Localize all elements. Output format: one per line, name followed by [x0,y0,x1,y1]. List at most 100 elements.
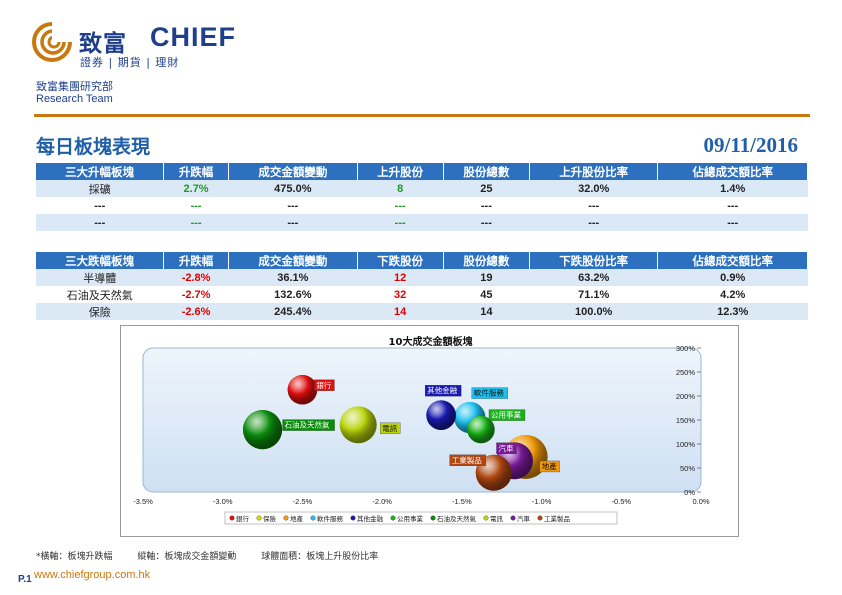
y-tick-label: 250% [676,368,696,377]
legend-item: 其他金融 [357,514,384,523]
sector-name: 保險 [36,303,164,320]
bubble-label-box [314,379,335,391]
table-row: --- --- --- --- --- --- --- [36,197,808,214]
sector-name: 石油及天然氣 [66,288,133,302]
bubble-shade [242,410,283,450]
turnover-change-cell: 475.0% [228,180,358,197]
rising-ratio-cell: --- [588,199,600,212]
spiral-logo-icon [32,22,72,62]
legend-swatch [390,515,396,521]
legend-swatch [430,515,436,521]
col-header: 佔總成交額比率 [657,163,808,180]
turnover-share-cell: --- [727,199,739,212]
col-header: 上升股份比率 [529,163,659,180]
total-stocks-cell: 19 [443,269,530,286]
footnote-y-axis: 縱軸：板塊成交金額變動 [137,552,237,562]
bubble-label-box [496,442,517,454]
falling-ratio-cell: 71.1% [578,288,610,301]
x-tick-label: -2.5% [293,497,313,506]
bubble-label-box [449,454,486,466]
top-losers-table: 三大跌幅板塊 升跌幅 成交金額變動 下跌股份 股份總數 下跌股份比率 佔總成交額… [36,252,808,320]
col-header: 三大跌幅板塊 [36,252,164,269]
bubble-label: 其他金融 [427,385,457,395]
legend-box [224,511,618,525]
change-cell: -2.8% [163,269,229,286]
rising-stocks-cell: 8 [357,180,444,197]
change-cell: --- [190,199,202,212]
bubble-shade [339,406,377,444]
change-cell: --- [163,214,229,231]
total-stocks-cell: 25 [443,180,530,197]
col-header: 股份總數 [443,163,530,180]
bubble-label-box [424,385,462,397]
chart-title: 10大成交金額板塊 [388,337,473,348]
y-tick-label: 200% [676,392,696,401]
total-stocks-cell: --- [480,199,492,212]
legend-item: 保險 [263,514,277,523]
legend-swatch [350,515,356,521]
x-tick-label: -1.0% [532,497,552,506]
falling-ratio-cell: 100.0% [529,303,658,320]
bubble-label: 工業製品 [452,455,482,465]
col-header: 升跌幅 [163,252,230,269]
legend-swatch [310,515,316,521]
legend-item: 軟件服務 [317,514,344,523]
bubble-label: 電訊 [382,423,397,433]
legend-swatch [483,515,489,521]
legend-item: 公用事業 [397,514,424,523]
rising-ratio-cell: 32.0% [529,180,658,197]
turnover-change-cell: 36.1% [228,269,358,286]
y-tick-label: 0% [684,488,695,497]
falling-stocks-cell: 12 [357,269,444,286]
bubble-label: 銀行 [316,380,331,390]
x-tick-label: -1.5% [452,497,472,506]
turnover-share-cell: 1.4% [657,180,808,197]
falling-ratio-cell: 63.2% [529,269,658,286]
table-row: 半導體 -2.8% 36.1% 12 19 63.2% 0.9% [36,269,808,286]
turnover-share-cell: 12.3% [657,303,808,320]
bubble-shade [287,374,318,405]
total-stocks-cell: 14 [443,303,530,320]
change-cell: -2.6% [163,303,229,320]
y-tick-label: 100% [676,440,696,449]
bubble-label-box [488,409,526,421]
legend-item: 電訊 [490,514,504,523]
col-header: 三大升幅板塊 [36,163,164,180]
turnover-share-cell: 0.9% [657,269,808,286]
rising-stocks-cell: --- [394,199,406,212]
table-row: 石油及天然氣 -2.7% 132.6% 32 45 71.1% 4.2% [36,286,808,303]
legend-item: 汽車 [517,514,531,523]
top-gainers-table: 三大升幅板塊 升跌幅 成交金額變動 上升股份 股份總數 上升股份比率 佔總成交額… [36,163,808,231]
bubble-label: 地產 [542,461,558,471]
y-tick-label: 150% [676,416,696,425]
plot-area [142,347,702,493]
falling-stocks-cell: 14 [357,303,444,320]
turnover-change-cell: --- [228,214,358,231]
table-row: --- --- --- --- --- --- --- [36,214,808,231]
col-header: 下跌股份比率 [529,252,659,269]
bubble-label: 石油及天然氣 [285,420,330,430]
col-header: 佔總成交額比率 [657,252,808,269]
table-header-row: 三大跌幅板塊 升跌幅 成交金額變動 下跌股份 股份總數 下跌股份比率 佔總成交額… [36,252,808,269]
logo-subtitle: 證券 | 期貨 | 理財 [80,56,180,69]
col-header: 股份總數 [443,252,530,269]
legend-swatch [283,515,289,521]
footnote-x-axis: *橫軸：板塊升跌幅 [36,552,113,562]
bubble-label: 軟件服務 [474,388,504,398]
col-header: 成交金額變動 [228,252,358,269]
rising-ratio-cell: --- [529,214,658,231]
company-logo: 致富 CHIEF 證券 | 期貨 | 理財 [32,22,242,72]
col-header: 上升股份 [357,163,444,180]
website-link[interactable]: www.chiefgroup.com.hk [34,569,151,581]
total-stocks-cell: 45 [480,288,493,301]
legend-swatch [229,515,235,521]
legend-swatch [256,515,262,521]
y-tick-label: 50% [680,464,695,473]
sector-name: 半導體 [36,269,164,286]
bubble-chart-svg: -3.5% -3.0% -2.5% -2.0% -1.5% -1.0% -0.5% 0.0%0… [133,344,710,525]
table-header-row: 三大升幅板塊 升跌幅 成交金額變動 上升股份 股份總數 上升股份比率 佔總成交額… [36,163,808,180]
legend-swatch [537,515,543,521]
x-tick-label: -0.5% [611,497,631,506]
bubble-label-box [282,419,335,431]
bubble-chart: 10大成交金額板塊 -3.5% -3.0% -2.5% -2.0% -1.5% -1.0%… [120,325,739,537]
